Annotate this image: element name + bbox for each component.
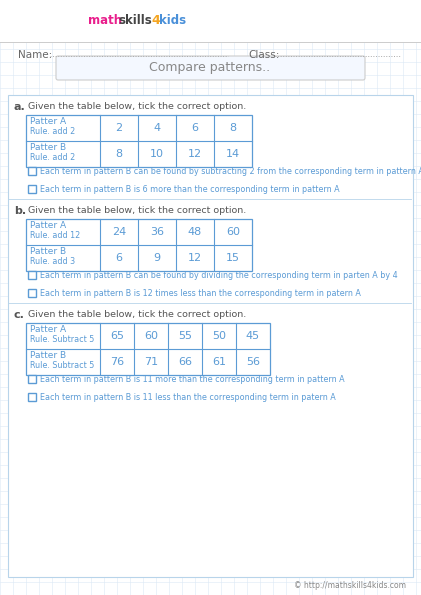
Text: Given the table below, tick the correct option.: Given the table below, tick the correct …: [28, 310, 246, 319]
Text: 76: 76: [110, 357, 124, 367]
Text: 71: 71: [144, 357, 158, 367]
Text: Name:: Name:: [18, 50, 52, 60]
Text: 36: 36: [150, 227, 164, 237]
Text: 2: 2: [115, 123, 123, 133]
Bar: [28, 185, 36, 193]
Text: kids: kids: [159, 14, 186, 27]
Text: Compare patterns..: Compare patterns..: [149, 61, 271, 74]
Text: 24: 24: [112, 227, 126, 237]
Bar: [28, 271, 36, 279]
Text: Given the table below, tick the correct option.: Given the table below, tick the correct …: [28, 102, 246, 111]
Text: Class:: Class:: [248, 50, 280, 60]
Text: 12: 12: [188, 253, 202, 263]
Text: 65: 65: [110, 331, 124, 341]
Text: Patter B: Patter B: [30, 143, 66, 152]
Text: c.: c.: [14, 310, 25, 320]
Bar: [28, 289, 36, 297]
Bar: [0, 0, 421, 42]
Text: 4: 4: [153, 123, 160, 133]
Bar: [26, 323, 270, 375]
Text: 61: 61: [212, 357, 226, 367]
Text: 48: 48: [188, 227, 202, 237]
Text: Rule. add 2: Rule. add 2: [30, 127, 75, 136]
Text: 60: 60: [226, 227, 240, 237]
Text: 8: 8: [229, 123, 237, 133]
Text: Rule. add 3: Rule. add 3: [30, 258, 75, 267]
Text: 15: 15: [226, 253, 240, 263]
Text: Rule. add 2: Rule. add 2: [30, 154, 75, 162]
Bar: [8, 95, 413, 577]
Bar: [28, 393, 36, 401]
Text: Patter A: Patter A: [30, 221, 66, 230]
Text: a.: a.: [14, 102, 26, 112]
Text: 8: 8: [115, 149, 123, 159]
Text: Each term in pattern B is 6 more than the corresponding term in pattern A: Each term in pattern B is 6 more than th…: [40, 184, 340, 193]
Text: 60: 60: [144, 331, 158, 341]
Text: math: math: [88, 14, 122, 27]
Text: 45: 45: [246, 331, 260, 341]
Text: 12: 12: [188, 149, 202, 159]
Text: 6: 6: [115, 253, 123, 263]
Text: 10: 10: [150, 149, 164, 159]
Text: © http://mathskills4kids.com: © http://mathskills4kids.com: [294, 581, 406, 590]
Text: 6: 6: [192, 123, 198, 133]
Text: Patter A: Patter A: [30, 325, 66, 334]
Text: Each term in pattern B can be found by subtracting 2 from the corresponding term: Each term in pattern B can be found by s…: [40, 167, 421, 176]
Bar: [28, 167, 36, 175]
Text: Each term in pattern B is 12 times less than the corresponding term in patern A: Each term in pattern B is 12 times less …: [40, 289, 361, 298]
Text: 55: 55: [178, 331, 192, 341]
Bar: [26, 115, 252, 167]
Text: Patter B: Patter B: [30, 352, 66, 361]
Text: Rule. Subtract 5: Rule. Subtract 5: [30, 362, 94, 371]
Text: Patter B: Patter B: [30, 248, 66, 256]
Text: 50: 50: [212, 331, 226, 341]
Text: Each term in pattern B can be found by dividing the corresponding term in parten: Each term in pattern B can be found by d…: [40, 271, 397, 280]
Text: Each term in pattern B is 11 less than the corresponding term in patern A: Each term in pattern B is 11 less than t…: [40, 393, 336, 402]
Text: Each term in pattern B is 11 more than the corresponding term in pattern A: Each term in pattern B is 11 more than t…: [40, 374, 345, 384]
Text: Rule. Subtract 5: Rule. Subtract 5: [30, 336, 94, 345]
Text: Patter A: Patter A: [30, 117, 66, 127]
Bar: [26, 219, 252, 271]
Bar: [28, 375, 36, 383]
Text: Rule. add 12: Rule. add 12: [30, 231, 80, 240]
Text: 56: 56: [246, 357, 260, 367]
Text: Given the table below, tick the correct option.: Given the table below, tick the correct …: [28, 206, 246, 215]
Text: 66: 66: [178, 357, 192, 367]
Text: b.: b.: [14, 206, 26, 216]
Text: 14: 14: [226, 149, 240, 159]
Text: 4: 4: [151, 14, 160, 27]
FancyBboxPatch shape: [56, 56, 365, 80]
Text: skills: skills: [118, 14, 152, 27]
Text: 9: 9: [153, 253, 160, 263]
